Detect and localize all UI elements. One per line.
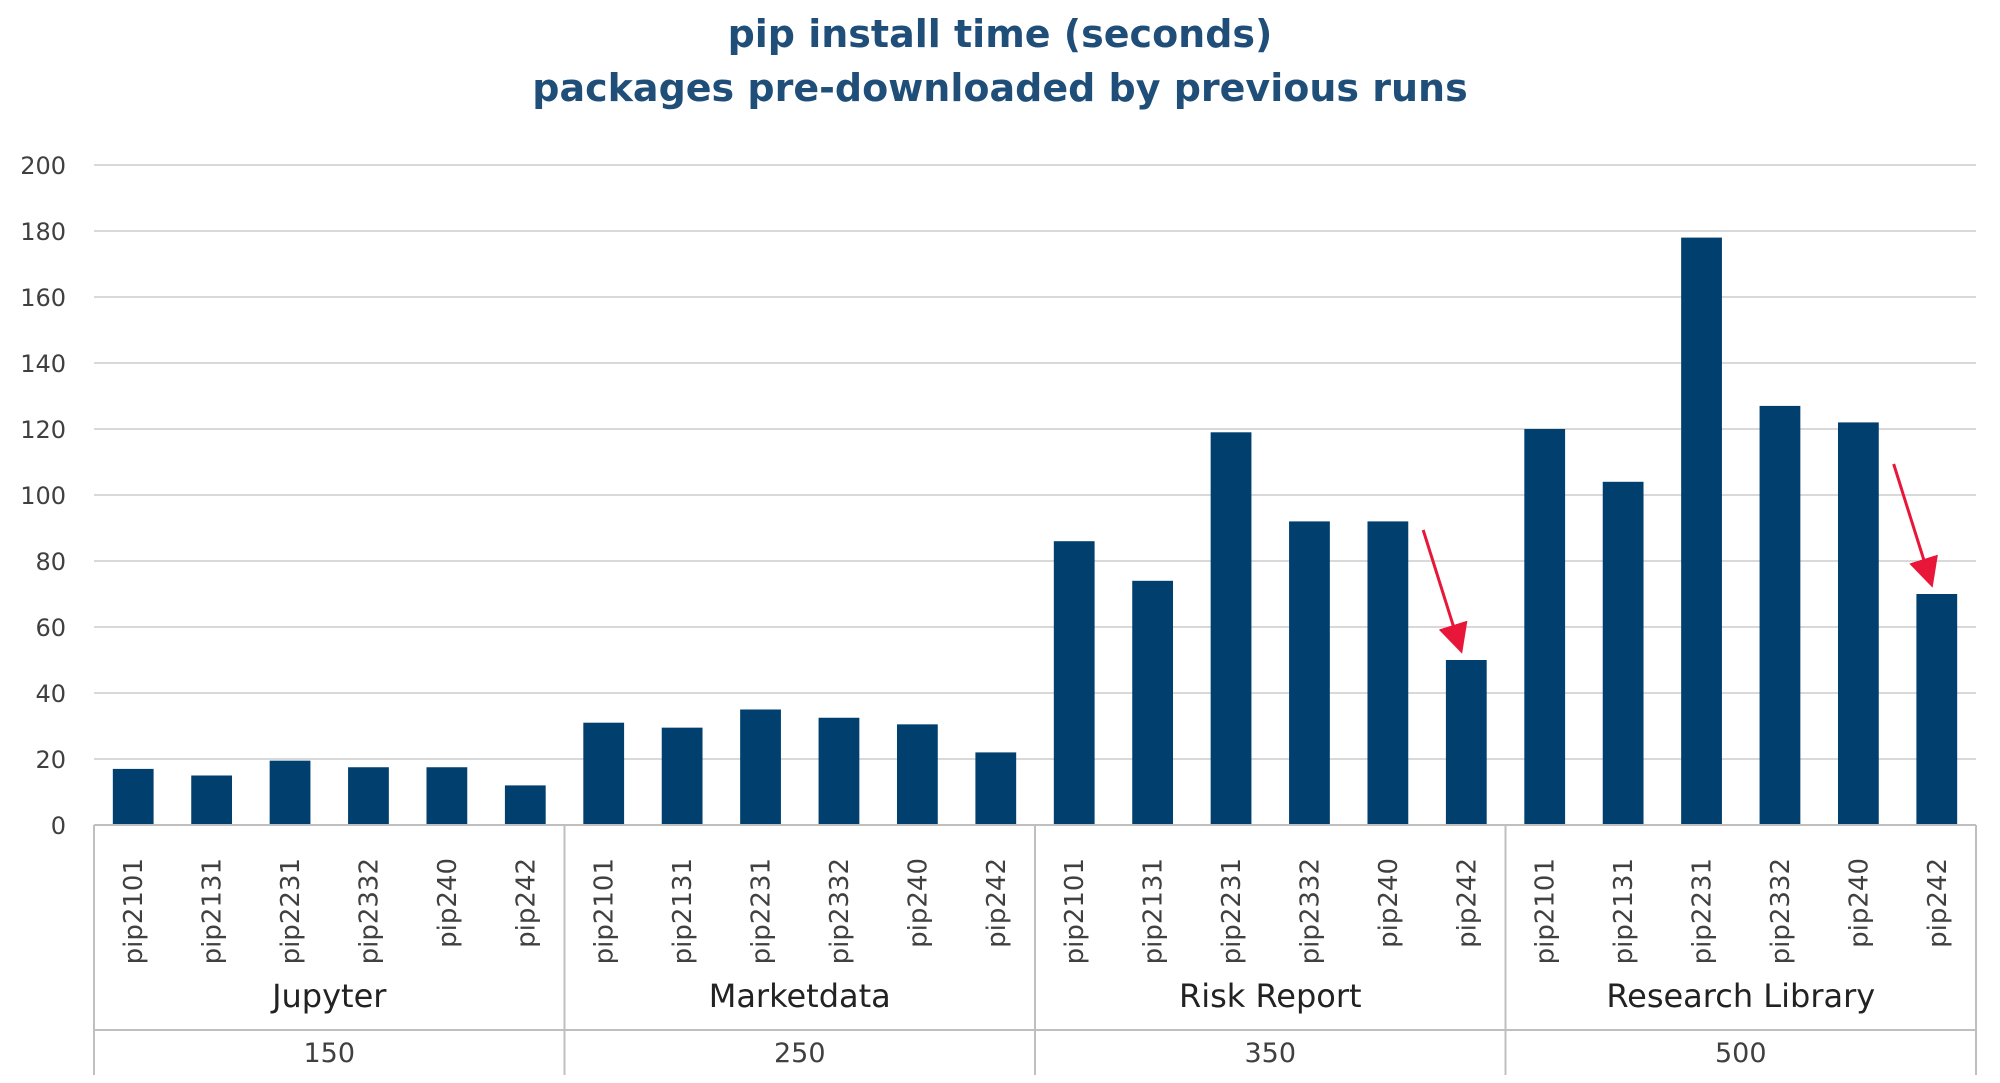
y-tick-label: 180 <box>20 218 66 246</box>
group-label: Research Library <box>1606 977 1875 1015</box>
category-label: pip242 <box>1452 858 1482 948</box>
group-label: Risk Report <box>1179 977 1362 1015</box>
category-label: pip2231 <box>747 858 777 964</box>
annotations <box>1421 463 1938 654</box>
annotation-arrow <box>1892 463 1938 588</box>
y-tick-label: 200 <box>20 152 66 180</box>
category-label: pip2131 <box>1609 858 1639 964</box>
bar-risk-report-pip2131 <box>1132 580 1174 825</box>
bar-research-library-pip2332 <box>1759 405 1801 825</box>
bar-marketdata-pip2231 <box>740 709 781 825</box>
category-label: pip240 <box>1844 858 1874 948</box>
category-label: pip240 <box>1374 858 1404 948</box>
category-label: pip2231 <box>276 858 306 964</box>
group-label: Jupyter <box>270 977 387 1015</box>
bar-research-library-pip240 <box>1837 422 1879 825</box>
bar-marketdata-pip242 <box>975 752 1017 825</box>
y-tick-label: 80 <box>35 548 66 576</box>
category-label: pip2332 <box>1766 858 1796 964</box>
bar-jupyter-pip242 <box>504 785 546 825</box>
category-label: pip2332 <box>825 858 855 964</box>
category-label: pip2332 <box>354 858 384 964</box>
bar-jupyter-pip240 <box>426 767 468 825</box>
bar-research-library-pip2231 <box>1681 237 1722 826</box>
bar-research-library-pip242 <box>1916 594 1958 825</box>
bar-risk-report-pip2101 <box>1053 541 1095 825</box>
category-label: pip240 <box>433 858 463 948</box>
y-tick-label: 160 <box>20 284 66 312</box>
category-label: pip242 <box>982 858 1012 948</box>
y-tick-label: 0 <box>51 812 66 840</box>
category-label: pip2231 <box>1217 858 1247 964</box>
bar-jupyter-pip2101 <box>112 768 154 825</box>
group-sublabel: 500 <box>1715 1038 1767 1069</box>
bar-risk-report-pip2332 <box>1289 521 1330 825</box>
category-label: pip2101 <box>1531 858 1561 964</box>
y-tick-label: 60 <box>35 614 66 642</box>
group-label: Marketdata <box>709 977 891 1015</box>
category-label: pip2332 <box>1295 858 1325 964</box>
category-label: pip240 <box>903 858 933 948</box>
bar-risk-report-pip242 <box>1445 660 1487 825</box>
group-sublabel: 350 <box>1244 1038 1296 1069</box>
bar-jupyter-pip2332 <box>348 767 389 825</box>
y-tick-label: 20 <box>35 746 66 774</box>
y-tick-label: 120 <box>20 416 66 444</box>
category-labels: pip2101 pip2131 pip2231 pip2332 pip240 pip242… <box>119 858 1953 1069</box>
group-sublabel: 250 <box>774 1038 826 1069</box>
bar-research-library-pip2131 <box>1602 481 1644 825</box>
chart-subtitle: packages pre-downloaded by previous runs <box>532 66 1468 110</box>
bar-risk-report-pip2231 <box>1210 432 1252 825</box>
y-axis-tick-labels: 0 20 40 60 80 100 120 140 160 180 200 <box>20 152 66 840</box>
category-axis <box>93 824 1977 1075</box>
y-tick-label: 40 <box>35 680 66 708</box>
chart-title: pip install time (seconds) <box>727 12 1273 56</box>
category-label: pip2101 <box>1060 858 1090 964</box>
category-label: pip242 <box>1923 858 1953 948</box>
category-label: pip2131 <box>198 858 228 964</box>
bar-jupyter-pip2231 <box>269 760 311 825</box>
bar-research-library-pip2101 <box>1524 429 1566 825</box>
bar-marketdata-pip2131 <box>661 727 703 825</box>
bars <box>112 237 1958 826</box>
category-label: pip2101 <box>119 858 149 964</box>
bar-marketdata-pip2332 <box>818 717 860 825</box>
group-sublabel: 150 <box>303 1038 355 1069</box>
bar-jupyter-pip2131 <box>191 775 233 825</box>
y-tick-label: 100 <box>20 482 66 510</box>
y-tick-label: 140 <box>20 350 66 378</box>
bar-risk-report-pip240 <box>1367 521 1409 825</box>
category-label: pip2131 <box>668 858 698 964</box>
category-label: pip2231 <box>1688 858 1718 964</box>
gridlines <box>94 164 1976 826</box>
annotation-arrow <box>1421 529 1468 654</box>
category-label: pip2101 <box>590 858 620 964</box>
category-label: pip2131 <box>1139 858 1169 964</box>
bar-marketdata-pip240 <box>896 724 938 825</box>
category-label: pip242 <box>511 858 541 948</box>
bar-marketdata-pip2101 <box>583 722 625 825</box>
